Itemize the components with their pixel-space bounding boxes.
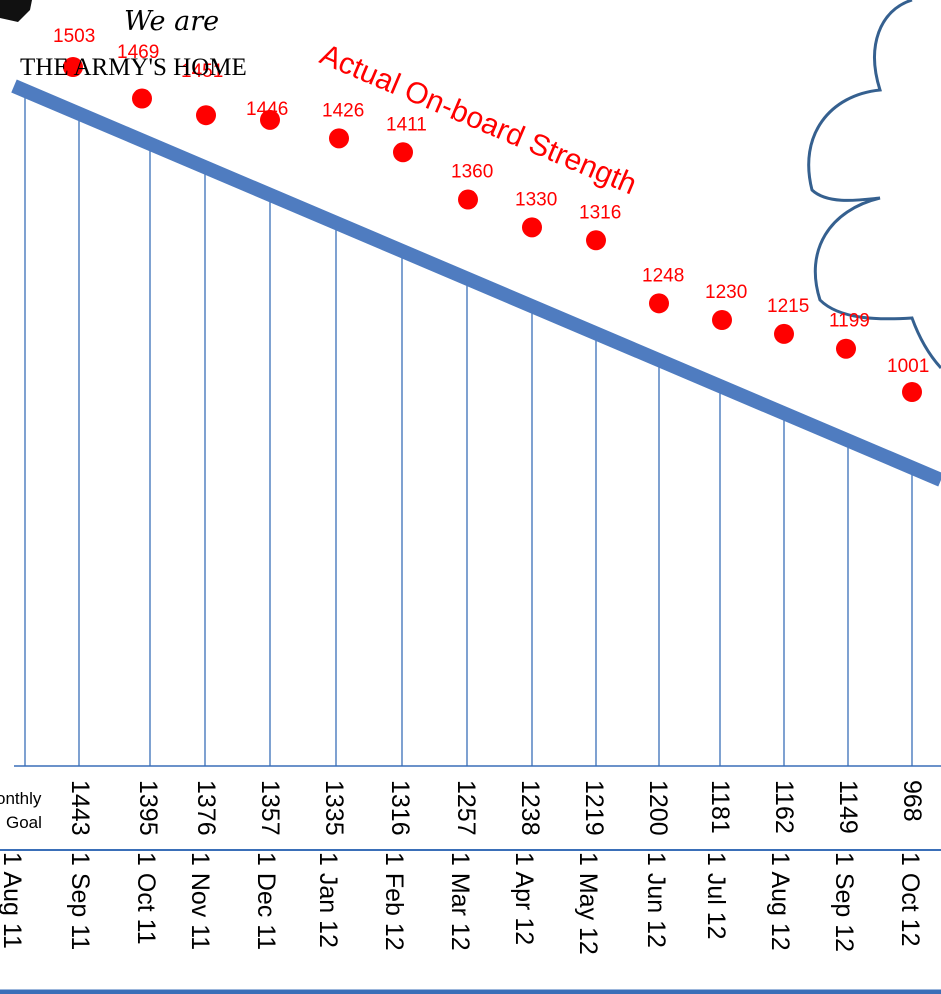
date-tick-label: 1 Jun 12: [642, 852, 670, 948]
date-tick-label: 1 Aug 12: [766, 852, 794, 951]
actual-point: [260, 109, 280, 130]
date-tick-label: 1 Oct 11: [132, 852, 160, 945]
date-tick-label: 1 Jan 12: [314, 852, 342, 948]
monthly-goal-label: 1395: [134, 780, 162, 836]
chart-title-line1: We are: [124, 6, 219, 37]
monthly-goal-label: 1238: [516, 780, 544, 836]
monthly-goal-label: 1357: [256, 780, 284, 836]
actual-point: [836, 338, 856, 359]
actual-value-label: 1426: [322, 100, 364, 121]
date-tick-label: 1 Sep 11: [66, 852, 94, 950]
goal-row-label-line2: Goal: [6, 813, 42, 832]
date-tick-label: 1 Feb 12: [380, 852, 408, 951]
actual-point: [132, 88, 152, 109]
actual-value-label: 1411: [386, 114, 427, 135]
actual-point: [329, 128, 349, 149]
actual-value-label: 1215: [767, 296, 809, 317]
date-tick-label: 1 Apr 12: [510, 852, 538, 945]
monthly-goal-label: 1149: [834, 780, 862, 834]
date-tick-label: 1 Nov 11: [186, 852, 214, 950]
actual-point: [393, 142, 413, 163]
actual-point: [522, 217, 542, 238]
goal-row-label-line1: onthly: [0, 789, 42, 808]
cloud-outline-shape: [807, 0, 941, 370]
monthly-goal-label: 1181: [706, 780, 734, 834]
actual-value-label: 1360: [451, 162, 493, 183]
actual-point: [458, 189, 478, 210]
shield-corner-shape: [0, 0, 32, 22]
monthly-goal-label: 1219: [580, 780, 608, 836]
actual-point: [902, 382, 922, 402]
date-tick-label: 1 Sep 12: [830, 852, 858, 952]
date-tick-label: 1 Oct 12: [896, 852, 924, 947]
actual-value-label: 1199: [829, 311, 870, 332]
actual-point: [63, 57, 83, 77]
actual-value-label: 1230: [705, 282, 747, 303]
monthly-goal-label: 1443: [66, 780, 94, 836]
actual-point: [196, 105, 216, 126]
date-tick-label: 1 Aug 11: [0, 852, 26, 949]
date-tick-label: 1 Dec 11: [252, 852, 280, 950]
monthly-goal-label: 1335: [320, 780, 348, 836]
actual-value-label: 1248: [642, 265, 684, 286]
actual-point: [649, 293, 669, 314]
trend-line: [11, 79, 941, 487]
monthly-goal-label: 1162: [770, 780, 798, 834]
actual-value-label: 1001: [887, 356, 929, 377]
actual-point: [712, 310, 732, 330]
actual-value-label: 1446: [246, 99, 288, 120]
monthly-goal-label: 1257: [452, 780, 480, 836]
actual-value-label: 1503: [53, 26, 95, 47]
actual-value-label: 1469: [117, 42, 159, 63]
monthly-goal-label: 968: [898, 780, 926, 822]
monthly-goal-label: 1200: [644, 780, 672, 836]
monthly-goal-label: 1316: [386, 780, 414, 836]
actual-value-label: 1451: [181, 61, 223, 82]
date-tick-label: 1 Mar 12: [446, 852, 474, 951]
actual-point: [586, 230, 606, 251]
date-tick-label: 1 Jul 12: [702, 852, 730, 940]
actual-value-label: 1316: [579, 202, 621, 223]
chart-title-line2: THE ARMY'S HOME: [20, 54, 247, 81]
date-tick-label: 1 May 12: [574, 852, 602, 955]
monthly-goal-label: 1376: [192, 780, 220, 836]
actual-value-label: 1330: [515, 189, 557, 210]
actual-point: [774, 323, 794, 344]
